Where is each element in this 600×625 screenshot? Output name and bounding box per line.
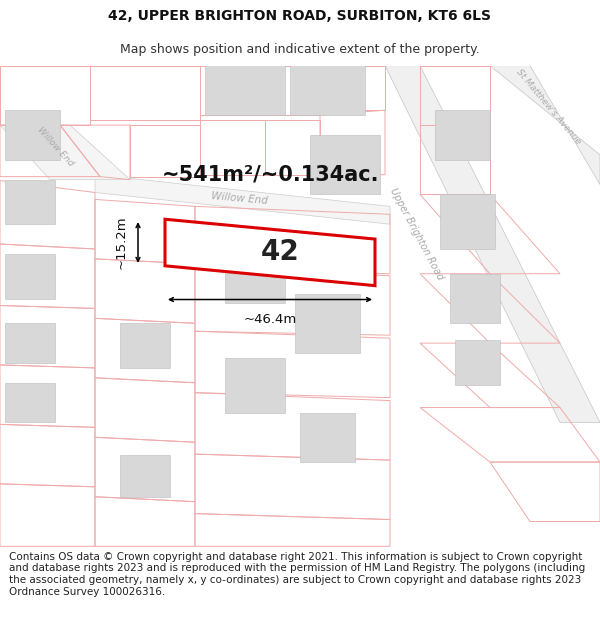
Bar [5,254,55,299]
Text: ~46.4m: ~46.4m [244,313,296,326]
Bar [5,323,55,363]
Text: Contains OS data © Crown copyright and database right 2021. This information is : Contains OS data © Crown copyright and d… [9,552,585,597]
Bar [5,382,55,423]
Bar [225,358,285,412]
Polygon shape [385,66,600,423]
Bar [120,455,170,497]
Bar [5,179,55,224]
Bar [310,135,380,194]
Polygon shape [95,174,390,224]
Polygon shape [165,219,375,286]
Bar [290,56,365,115]
Bar [295,294,360,353]
Text: St Matthew's Avenue: St Matthew's Avenue [514,68,582,147]
Bar [205,56,285,115]
Bar [120,323,170,368]
Polygon shape [490,66,600,184]
Bar [455,340,500,385]
Text: 42: 42 [260,238,299,266]
Text: Upper Brighton Road: Upper Brighton Road [388,186,446,282]
Text: 42, UPPER BRIGHTON ROAD, SURBITON, KT6 6LS: 42, UPPER BRIGHTON ROAD, SURBITON, KT6 6… [109,9,491,23]
Text: Willow End: Willow End [35,126,75,168]
Bar [225,249,285,304]
Text: Willow End: Willow End [211,191,269,206]
Text: Map shows position and indicative extent of the property.: Map shows position and indicative extent… [120,42,480,56]
Bar [440,194,495,249]
Text: ~541m²/~0.134ac.: ~541m²/~0.134ac. [161,164,379,184]
Text: ~15.2m: ~15.2m [115,216,128,269]
Bar [450,274,500,323]
Polygon shape [0,125,130,179]
Bar [435,110,490,160]
Bar [5,110,60,160]
Bar [300,412,355,462]
